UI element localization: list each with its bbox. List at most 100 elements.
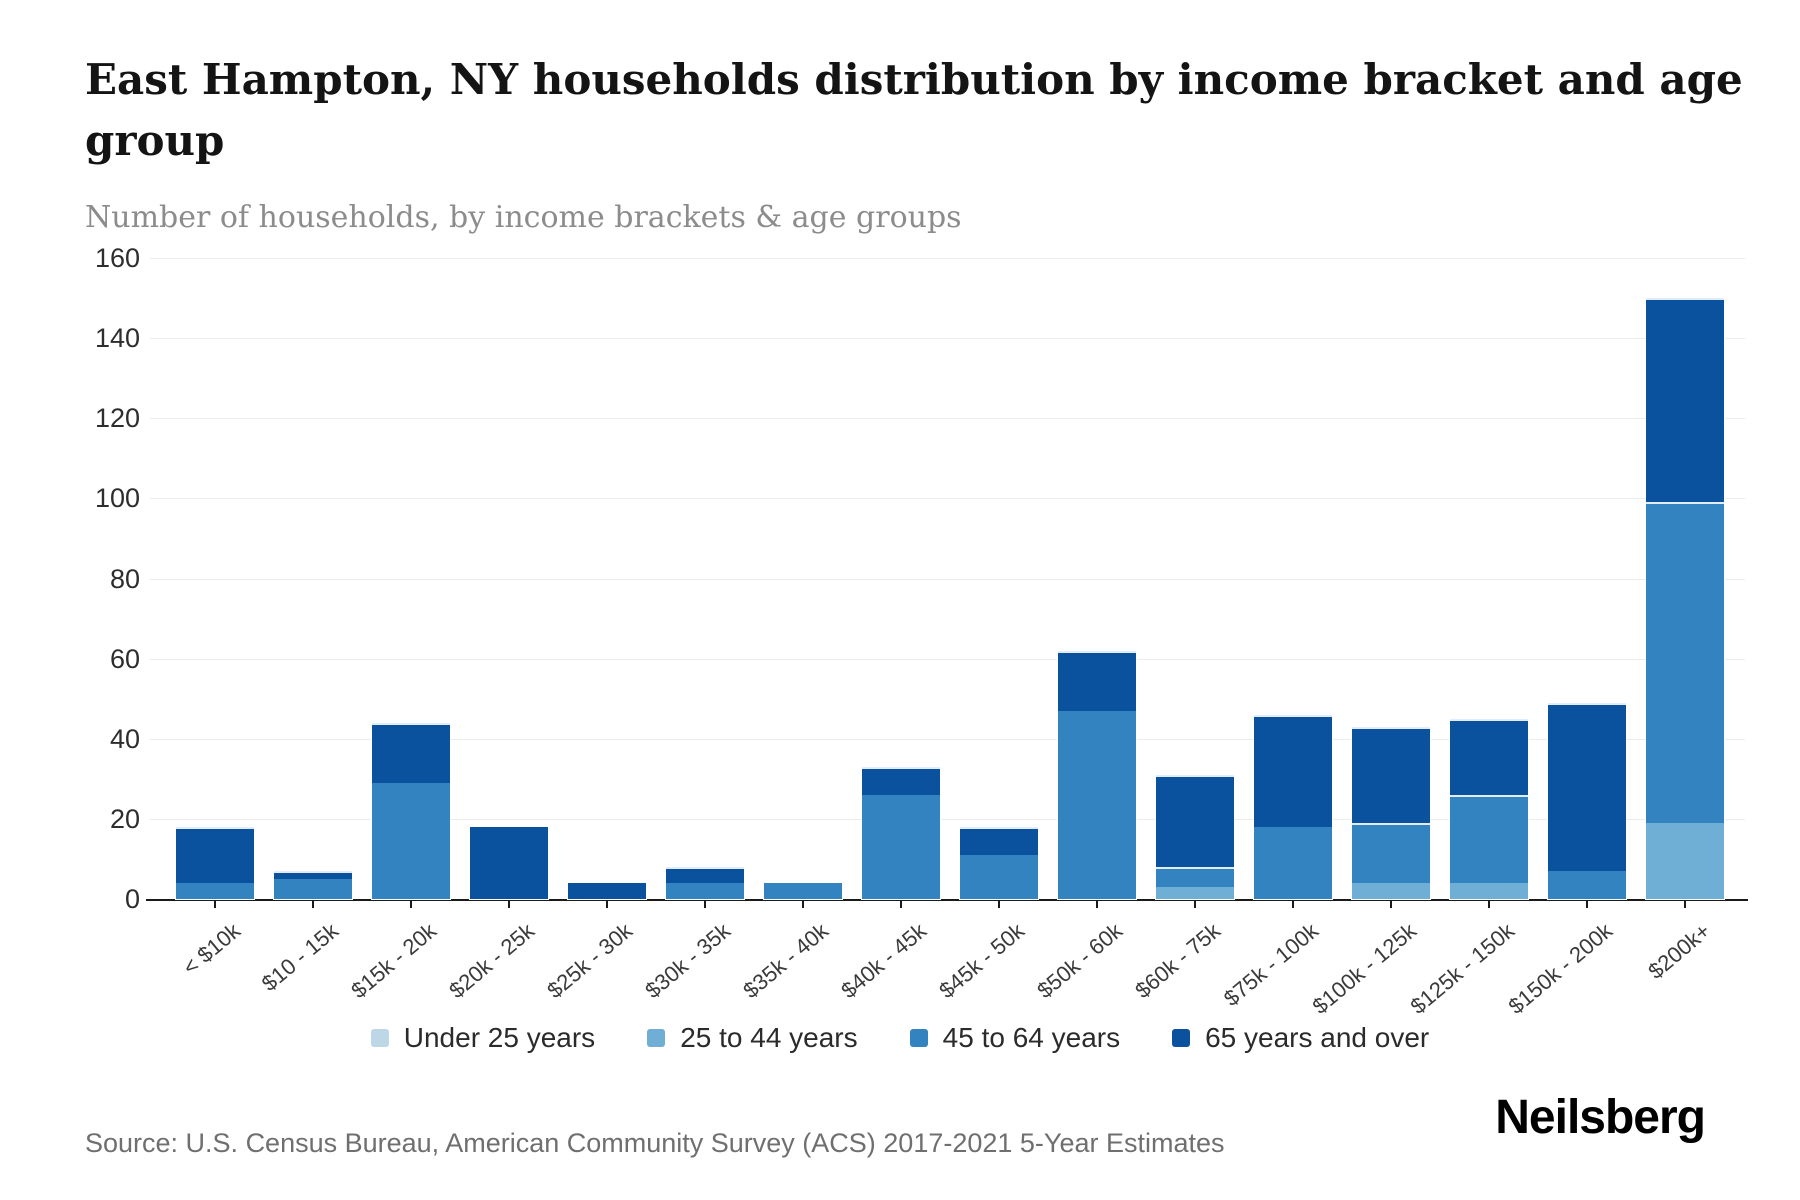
bar-segment[interactable] xyxy=(862,766,940,795)
x-axis-label: $15k - 20k xyxy=(346,918,442,1004)
legend-swatch xyxy=(370,1029,389,1047)
bar-segment[interactable] xyxy=(764,882,842,899)
bar-segment[interactable] xyxy=(1450,794,1528,883)
gridline xyxy=(150,258,1745,259)
bar-segment[interactable] xyxy=(1352,822,1430,883)
x-axis-label: $50k - 60k xyxy=(1032,918,1128,1004)
y-axis-label: 60 xyxy=(109,643,140,674)
bar-segment[interactable] xyxy=(862,794,940,899)
bar-segment[interactable] xyxy=(1450,882,1528,899)
chart-subtitle: Number of households, by income brackets… xyxy=(85,200,962,235)
legend-label: Under 25 years xyxy=(403,1022,596,1053)
x-axis-tick xyxy=(802,901,804,908)
y-axis-label: 20 xyxy=(109,803,140,834)
bar-segment[interactable] xyxy=(470,826,548,899)
y-axis-label: 140 xyxy=(94,323,140,354)
x-axis-label: $150k - 200k xyxy=(1503,918,1618,1019)
bar xyxy=(1155,773,1235,901)
legend-label: 25 to 44 years xyxy=(680,1022,858,1053)
x-axis-tick xyxy=(1096,901,1098,908)
y-axis-label: 0 xyxy=(124,884,140,914)
x-axis-tick xyxy=(410,901,412,908)
bar-segment[interactable] xyxy=(1646,822,1724,899)
x-axis-label: $45k - 50k xyxy=(934,918,1030,1004)
x-axis-tick xyxy=(1586,901,1588,908)
y-axis-label: 100 xyxy=(94,483,140,514)
bar xyxy=(1449,717,1529,901)
bar xyxy=(1547,701,1627,901)
bar-segment[interactable] xyxy=(960,826,1038,855)
bar-segment[interactable] xyxy=(1548,870,1626,899)
x-axis-label: < $10k xyxy=(177,918,246,981)
bar-segment[interactable] xyxy=(1254,714,1332,827)
bar xyxy=(1645,297,1725,900)
bar-segment[interactable] xyxy=(176,826,254,883)
bar xyxy=(567,881,647,901)
y-axis-label: 160 xyxy=(94,243,140,273)
bar-segment[interactable] xyxy=(176,882,254,899)
x-axis-tick xyxy=(900,901,902,908)
legend-swatch xyxy=(1172,1029,1191,1047)
x-axis-label: $10 - 15k xyxy=(256,918,344,997)
legend-swatch xyxy=(909,1029,928,1047)
bar-segment[interactable] xyxy=(1548,702,1626,871)
bar xyxy=(1253,713,1333,901)
bar-segment[interactable] xyxy=(1352,882,1430,899)
y-axis-label: 40 xyxy=(109,723,140,754)
x-axis-label: $30k - 35k xyxy=(640,918,736,1004)
bar-segment[interactable] xyxy=(1352,726,1430,823)
x-axis-tick xyxy=(1684,901,1686,908)
bar-segment[interactable] xyxy=(1058,650,1136,711)
legend-item[interactable]: Under 25 years xyxy=(370,1022,596,1054)
bar-segment[interactable] xyxy=(1450,718,1528,795)
bar-segment[interactable] xyxy=(1156,774,1234,867)
bar xyxy=(469,825,549,901)
bar xyxy=(763,881,843,901)
bar-segment[interactable] xyxy=(1156,886,1234,899)
y-axis-label: 80 xyxy=(109,563,140,594)
legend-swatch xyxy=(647,1029,666,1047)
neilsberg-logo: Neilsberg xyxy=(1495,1091,1706,1144)
gridline xyxy=(150,338,1745,340)
x-axis-tick xyxy=(312,901,314,908)
bar-segment[interactable] xyxy=(1156,866,1234,887)
bar-segment[interactable] xyxy=(274,878,352,899)
bar-segment[interactable] xyxy=(666,866,744,883)
x-axis-tick xyxy=(508,901,510,908)
x-axis-tick xyxy=(1194,901,1196,908)
legend-item[interactable]: 25 to 44 years xyxy=(647,1022,858,1054)
x-axis-label: $125k - 150k xyxy=(1405,918,1520,1019)
legend-label: 45 to 64 years xyxy=(942,1022,1121,1053)
bar-segment[interactable] xyxy=(960,854,1038,899)
gridline xyxy=(150,738,1745,740)
x-axis-label: $20k - 25k xyxy=(444,918,540,1004)
x-axis-line xyxy=(146,899,1748,901)
x-axis-label: $100k - 125k xyxy=(1307,918,1422,1019)
bar-segment[interactable] xyxy=(372,722,450,783)
bar xyxy=(273,869,353,901)
x-axis-label: $40k - 45k xyxy=(836,918,932,1004)
legend-item[interactable]: 65 years and over xyxy=(1172,1022,1429,1054)
gridline xyxy=(150,818,1745,820)
bar-segment[interactable] xyxy=(1646,298,1724,503)
source-note: Source: U.S. Census Bureau, American Com… xyxy=(85,1128,1225,1158)
bar-segment[interactable] xyxy=(1058,710,1136,899)
bar xyxy=(1351,725,1431,901)
bar xyxy=(1057,649,1137,901)
bar-segment[interactable] xyxy=(666,882,744,899)
bar-segment[interactable] xyxy=(1646,502,1724,823)
legend: Under 25 years 25 to 44 years 45 to 64 yea… xyxy=(0,1022,1800,1054)
bar-segment[interactable] xyxy=(274,870,352,879)
bar-segment[interactable] xyxy=(568,882,646,899)
x-axis-label: $35k - 40k xyxy=(738,918,834,1004)
x-axis-label: $60k - 75k xyxy=(1130,918,1226,1004)
bar-segment[interactable] xyxy=(1254,826,1332,899)
legend-item[interactable]: 45 to 64 years xyxy=(909,1022,1121,1054)
y-axis-label: 120 xyxy=(94,403,140,434)
gridline xyxy=(150,658,1745,660)
bar-segment[interactable] xyxy=(372,782,450,899)
x-axis-tick xyxy=(214,901,216,908)
x-axis-tick xyxy=(1488,901,1490,908)
bar xyxy=(665,865,745,901)
